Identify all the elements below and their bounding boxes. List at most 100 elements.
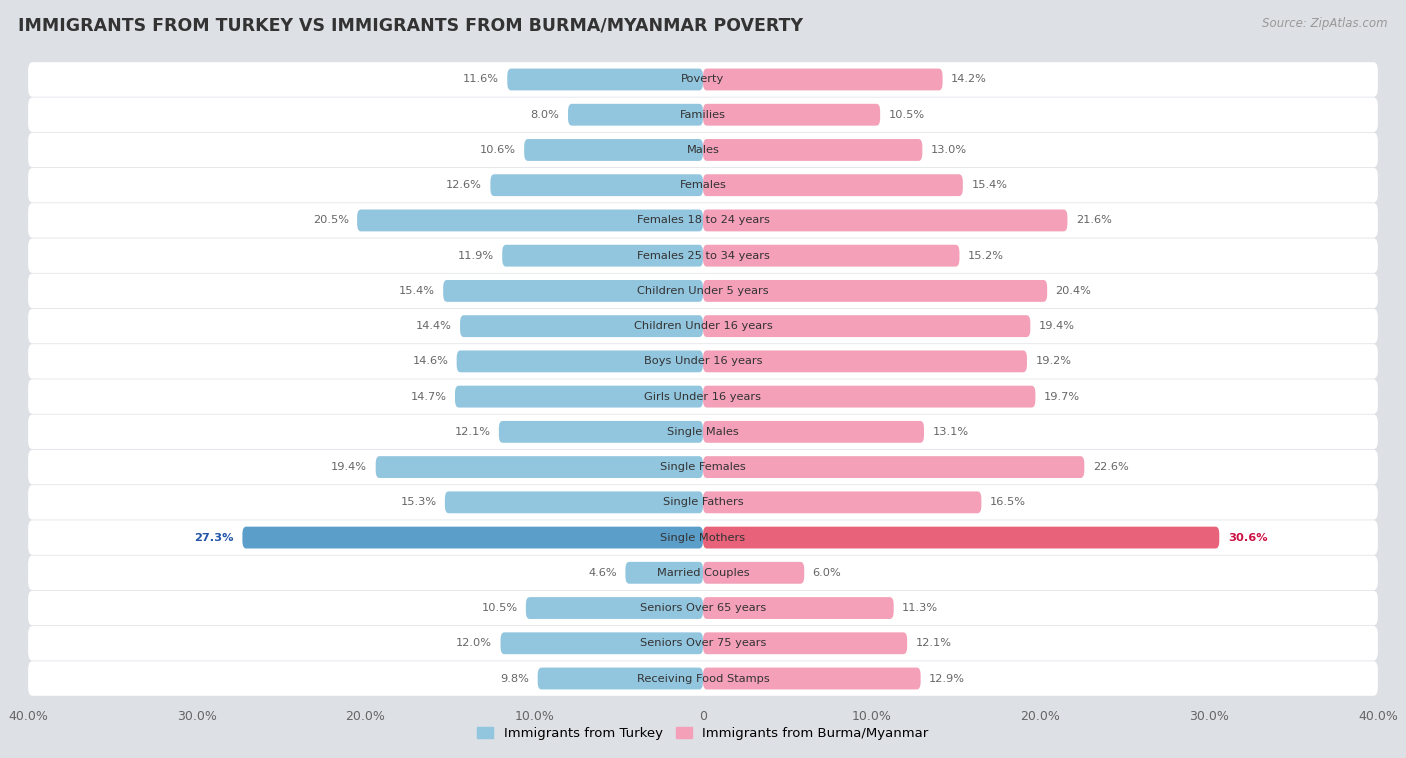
Text: Females 18 to 24 years: Females 18 to 24 years bbox=[637, 215, 769, 225]
Text: 19.4%: 19.4% bbox=[332, 462, 367, 472]
Text: Source: ZipAtlas.com: Source: ZipAtlas.com bbox=[1263, 17, 1388, 30]
FancyBboxPatch shape bbox=[28, 309, 1378, 343]
FancyBboxPatch shape bbox=[524, 139, 703, 161]
Text: Females 25 to 34 years: Females 25 to 34 years bbox=[637, 251, 769, 261]
FancyBboxPatch shape bbox=[28, 415, 1378, 449]
Text: Children Under 16 years: Children Under 16 years bbox=[634, 321, 772, 331]
FancyBboxPatch shape bbox=[28, 520, 1378, 555]
Text: 16.5%: 16.5% bbox=[990, 497, 1026, 507]
FancyBboxPatch shape bbox=[703, 209, 1067, 231]
Text: 20.5%: 20.5% bbox=[312, 215, 349, 225]
FancyBboxPatch shape bbox=[457, 350, 703, 372]
Text: 12.1%: 12.1% bbox=[915, 638, 952, 648]
Text: IMMIGRANTS FROM TURKEY VS IMMIGRANTS FROM BURMA/MYANMAR POVERTY: IMMIGRANTS FROM TURKEY VS IMMIGRANTS FRO… bbox=[18, 17, 803, 35]
FancyBboxPatch shape bbox=[537, 668, 703, 690]
FancyBboxPatch shape bbox=[443, 280, 703, 302]
FancyBboxPatch shape bbox=[703, 668, 921, 690]
Text: Females: Females bbox=[679, 180, 727, 190]
FancyBboxPatch shape bbox=[28, 590, 1378, 625]
FancyBboxPatch shape bbox=[28, 239, 1378, 273]
FancyBboxPatch shape bbox=[28, 133, 1378, 168]
FancyBboxPatch shape bbox=[28, 449, 1378, 484]
Text: Single Males: Single Males bbox=[666, 427, 740, 437]
FancyBboxPatch shape bbox=[375, 456, 703, 478]
Text: 15.4%: 15.4% bbox=[399, 286, 434, 296]
Text: Girls Under 16 years: Girls Under 16 years bbox=[644, 392, 762, 402]
FancyBboxPatch shape bbox=[703, 386, 1035, 408]
FancyBboxPatch shape bbox=[28, 274, 1378, 309]
FancyBboxPatch shape bbox=[357, 209, 703, 231]
Text: 21.6%: 21.6% bbox=[1076, 215, 1112, 225]
Text: 20.4%: 20.4% bbox=[1056, 286, 1091, 296]
FancyBboxPatch shape bbox=[703, 245, 959, 267]
FancyBboxPatch shape bbox=[28, 626, 1378, 660]
FancyBboxPatch shape bbox=[703, 68, 942, 90]
FancyBboxPatch shape bbox=[444, 491, 703, 513]
FancyBboxPatch shape bbox=[28, 62, 1378, 97]
Text: Boys Under 16 years: Boys Under 16 years bbox=[644, 356, 762, 366]
FancyBboxPatch shape bbox=[703, 315, 1031, 337]
FancyBboxPatch shape bbox=[703, 632, 907, 654]
Text: 12.0%: 12.0% bbox=[456, 638, 492, 648]
FancyBboxPatch shape bbox=[28, 556, 1378, 590]
FancyBboxPatch shape bbox=[28, 98, 1378, 132]
FancyBboxPatch shape bbox=[508, 68, 703, 90]
Text: Married Couples: Married Couples bbox=[657, 568, 749, 578]
FancyBboxPatch shape bbox=[242, 527, 703, 549]
FancyBboxPatch shape bbox=[28, 661, 1378, 696]
Text: 15.3%: 15.3% bbox=[401, 497, 436, 507]
FancyBboxPatch shape bbox=[526, 597, 703, 619]
Text: 15.4%: 15.4% bbox=[972, 180, 1007, 190]
Text: 19.2%: 19.2% bbox=[1035, 356, 1071, 366]
Text: 15.2%: 15.2% bbox=[967, 251, 1004, 261]
FancyBboxPatch shape bbox=[703, 456, 1084, 478]
FancyBboxPatch shape bbox=[626, 562, 703, 584]
FancyBboxPatch shape bbox=[703, 174, 963, 196]
Text: 13.0%: 13.0% bbox=[931, 145, 967, 155]
FancyBboxPatch shape bbox=[703, 491, 981, 513]
Text: 10.5%: 10.5% bbox=[481, 603, 517, 613]
FancyBboxPatch shape bbox=[499, 421, 703, 443]
Text: 14.6%: 14.6% bbox=[412, 356, 449, 366]
FancyBboxPatch shape bbox=[501, 632, 703, 654]
FancyBboxPatch shape bbox=[703, 280, 1047, 302]
Text: Families: Families bbox=[681, 110, 725, 120]
FancyBboxPatch shape bbox=[502, 245, 703, 267]
Text: 10.5%: 10.5% bbox=[889, 110, 925, 120]
FancyBboxPatch shape bbox=[28, 485, 1378, 519]
FancyBboxPatch shape bbox=[491, 174, 703, 196]
Text: Seniors Over 65 years: Seniors Over 65 years bbox=[640, 603, 766, 613]
FancyBboxPatch shape bbox=[28, 379, 1378, 414]
Text: 19.7%: 19.7% bbox=[1043, 392, 1080, 402]
FancyBboxPatch shape bbox=[28, 344, 1378, 379]
Text: 11.3%: 11.3% bbox=[903, 603, 938, 613]
Text: Single Fathers: Single Fathers bbox=[662, 497, 744, 507]
Text: Poverty: Poverty bbox=[682, 74, 724, 84]
FancyBboxPatch shape bbox=[703, 527, 1219, 549]
Text: Single Mothers: Single Mothers bbox=[661, 533, 745, 543]
FancyBboxPatch shape bbox=[703, 350, 1026, 372]
Text: Single Females: Single Females bbox=[661, 462, 745, 472]
Text: 19.4%: 19.4% bbox=[1039, 321, 1074, 331]
Text: 30.6%: 30.6% bbox=[1227, 533, 1267, 543]
Text: 9.8%: 9.8% bbox=[501, 674, 529, 684]
Text: 27.3%: 27.3% bbox=[194, 533, 233, 543]
Text: 13.1%: 13.1% bbox=[932, 427, 969, 437]
Text: 12.1%: 12.1% bbox=[454, 427, 491, 437]
Text: 14.4%: 14.4% bbox=[416, 321, 451, 331]
Text: 8.0%: 8.0% bbox=[530, 110, 560, 120]
FancyBboxPatch shape bbox=[703, 597, 894, 619]
FancyBboxPatch shape bbox=[460, 315, 703, 337]
FancyBboxPatch shape bbox=[456, 386, 703, 408]
FancyBboxPatch shape bbox=[28, 168, 1378, 202]
Text: Receiving Food Stamps: Receiving Food Stamps bbox=[637, 674, 769, 684]
Text: Children Under 5 years: Children Under 5 years bbox=[637, 286, 769, 296]
Text: 6.0%: 6.0% bbox=[813, 568, 841, 578]
Text: 4.6%: 4.6% bbox=[588, 568, 617, 578]
FancyBboxPatch shape bbox=[703, 421, 924, 443]
Text: 11.6%: 11.6% bbox=[463, 74, 499, 84]
Text: Seniors Over 75 years: Seniors Over 75 years bbox=[640, 638, 766, 648]
Text: 12.9%: 12.9% bbox=[929, 674, 965, 684]
FancyBboxPatch shape bbox=[703, 104, 880, 126]
Text: 14.7%: 14.7% bbox=[411, 392, 447, 402]
